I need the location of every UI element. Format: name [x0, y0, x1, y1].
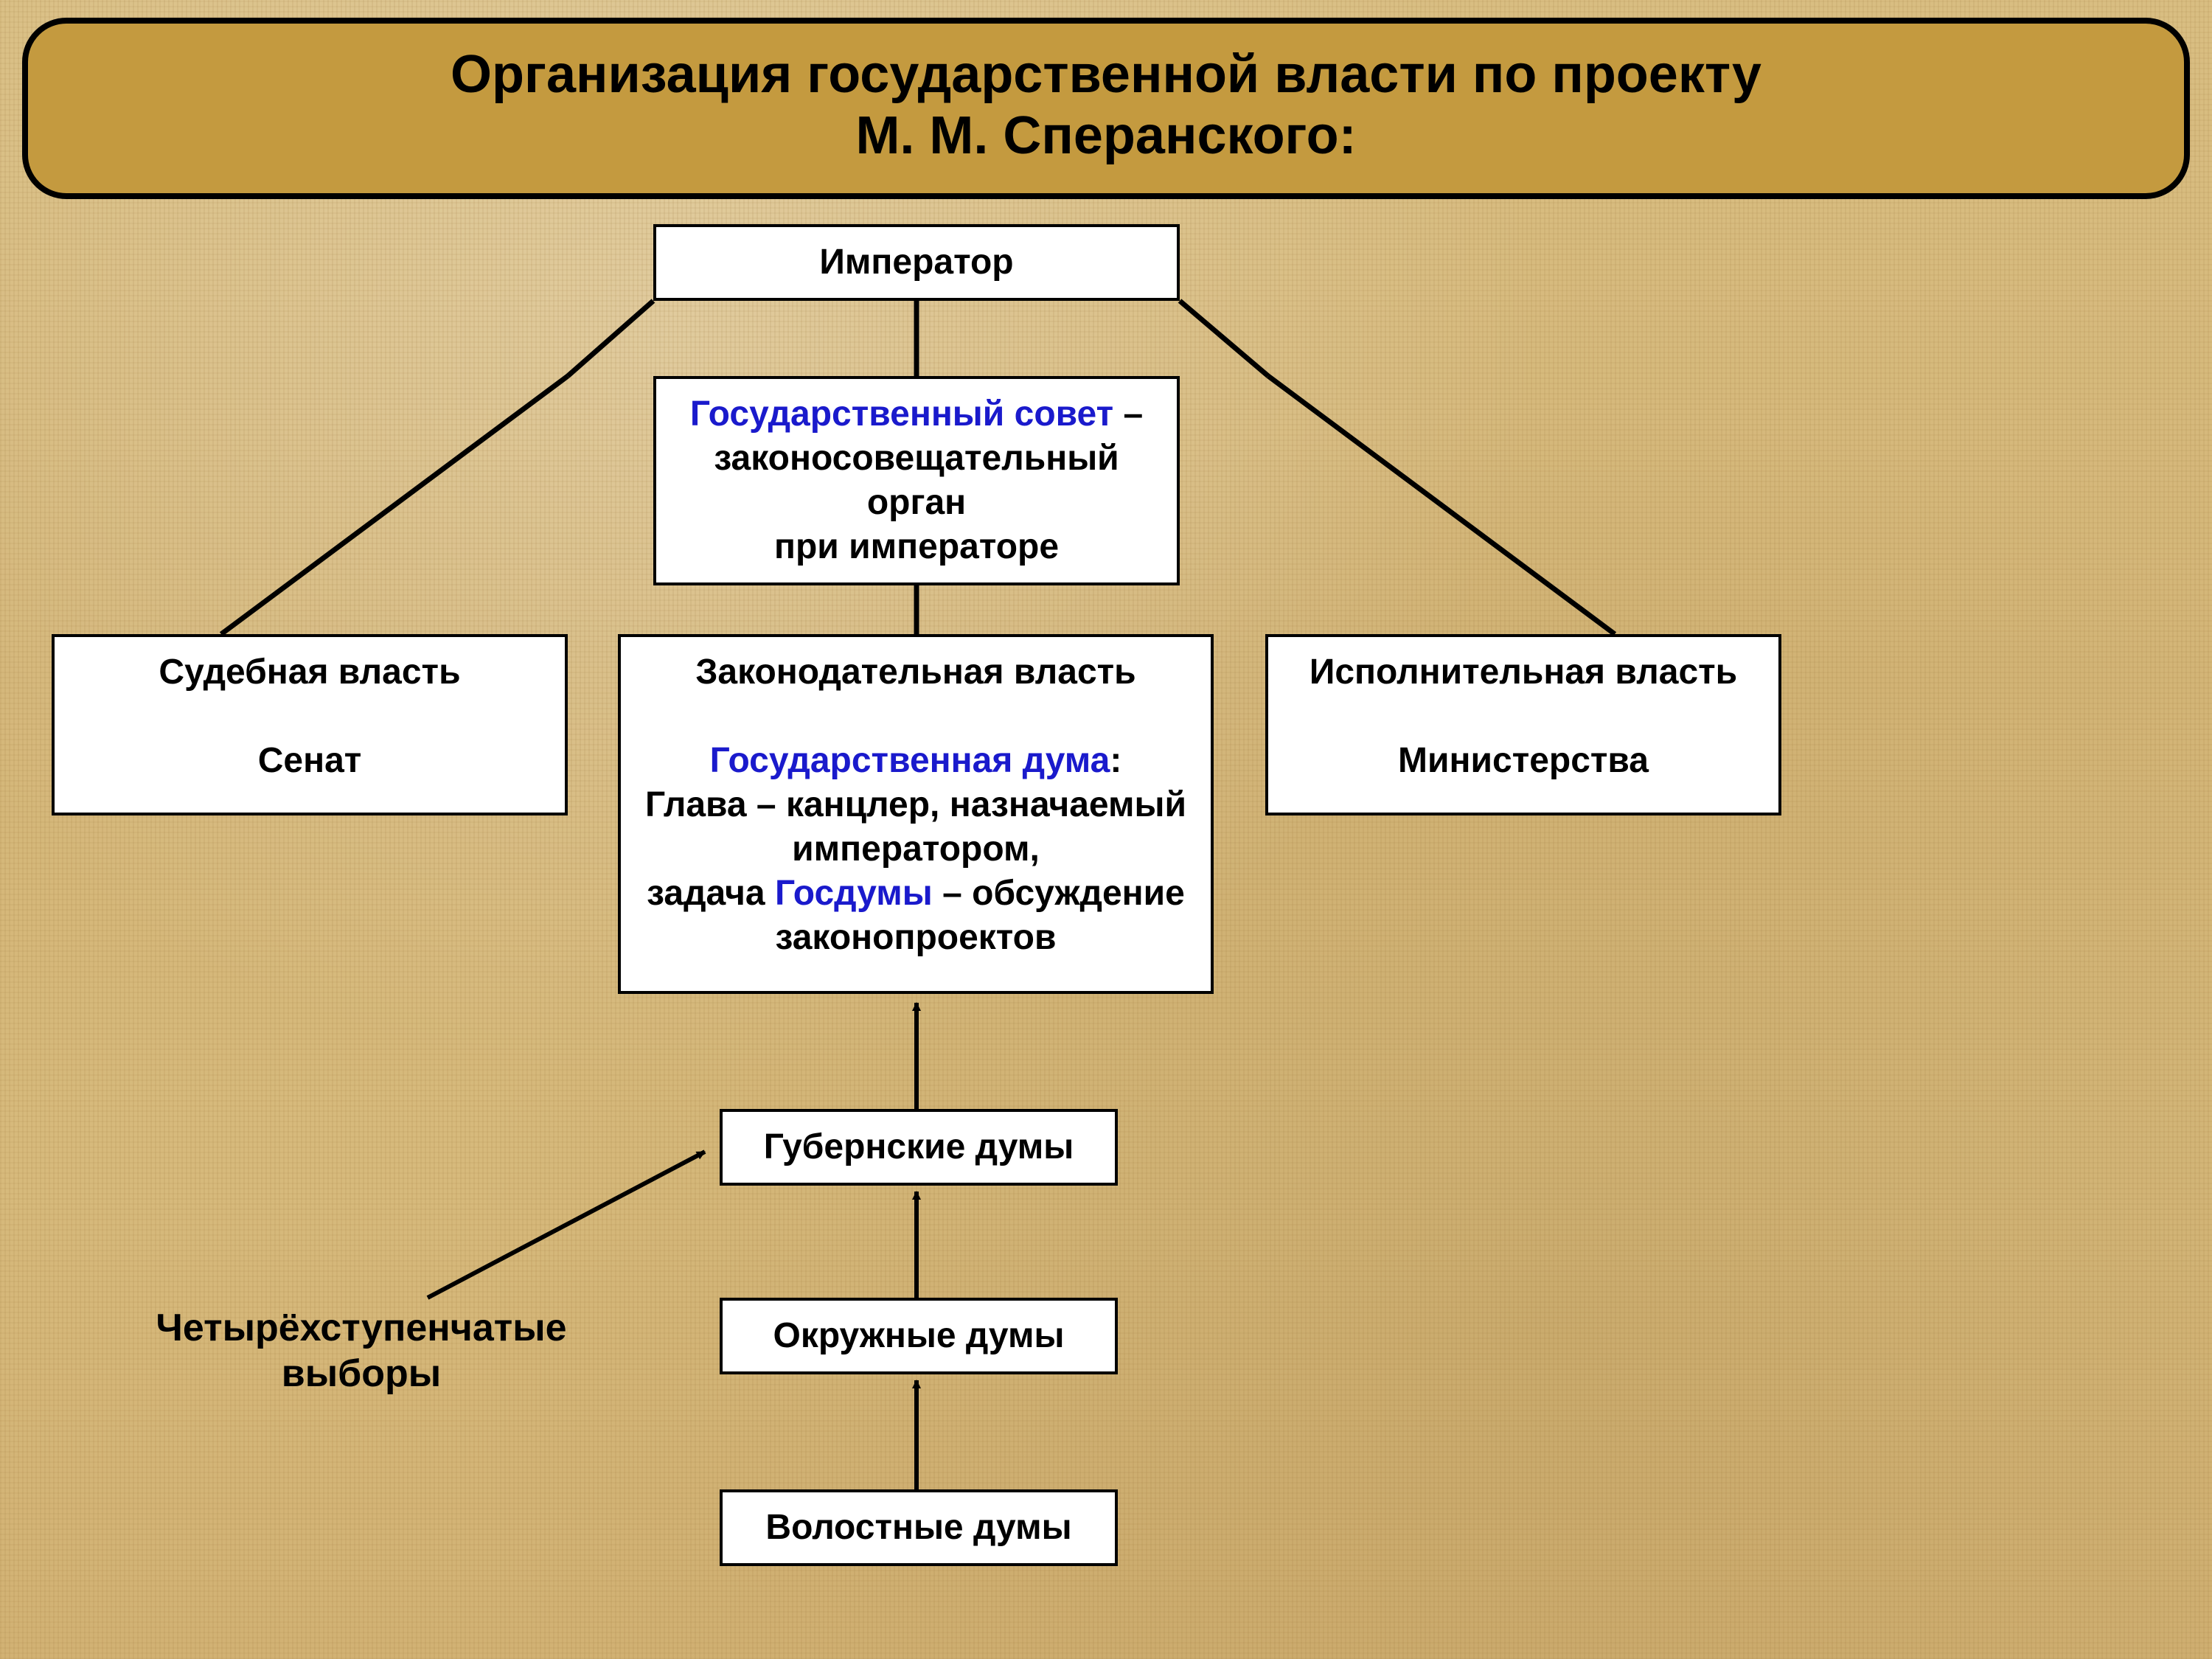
- node-judicial: Судебная власть Сенат: [52, 634, 568, 815]
- node-legislative: Законодательная власть Государственная д…: [618, 634, 1214, 994]
- node-line: [72, 695, 547, 739]
- annotation-elections: Четырёхступенчатые выборы: [125, 1305, 597, 1397]
- node-line: при императоре: [674, 525, 1159, 569]
- node-line: задача Госдумы – обсуждение: [639, 872, 1193, 916]
- title-line-2: М. М. Сперанского:: [58, 105, 2154, 167]
- node-district: Окружные думы: [720, 1298, 1118, 1374]
- node-line: Государственный совет –: [674, 392, 1159, 437]
- title-line-1: Организация государственной власти по пр…: [58, 44, 2154, 105]
- annotation-line-2: выборы: [125, 1351, 597, 1397]
- node-line: Волостные думы: [740, 1506, 1097, 1550]
- node-line: законосовещательный орган: [674, 437, 1159, 525]
- node-emperor: Император: [653, 224, 1180, 301]
- node-line: Сенат: [72, 739, 547, 783]
- node-line: Окружные думы: [740, 1314, 1097, 1358]
- node-volost: Волостные думы: [720, 1489, 1118, 1566]
- node-line: законопроектов: [639, 916, 1193, 960]
- node-state_council: Государственный совет –законосовещательн…: [653, 376, 1180, 585]
- node-line: [639, 695, 1193, 739]
- node-line: Судебная власть: [72, 650, 547, 695]
- annotation-line-1: Четырёхступенчатые: [125, 1305, 597, 1351]
- node-line: императором,: [639, 827, 1193, 872]
- node-line: Министерства: [1286, 739, 1761, 783]
- node-line: Император: [674, 240, 1159, 285]
- node-line: Глава – канцлер, назначаемый: [639, 783, 1193, 827]
- node-line: Законодательная власть: [639, 650, 1193, 695]
- node-line: Государственная дума:: [639, 739, 1193, 783]
- node-line: Губернские думы: [740, 1125, 1097, 1169]
- node-provincial: Губернские думы: [720, 1109, 1118, 1186]
- node-line: Исполнительная власть: [1286, 650, 1761, 695]
- node-executive: Исполнительная власть Министерства: [1265, 634, 1781, 815]
- title-box: Организация государственной власти по пр…: [22, 18, 2190, 199]
- node-line: [1286, 695, 1761, 739]
